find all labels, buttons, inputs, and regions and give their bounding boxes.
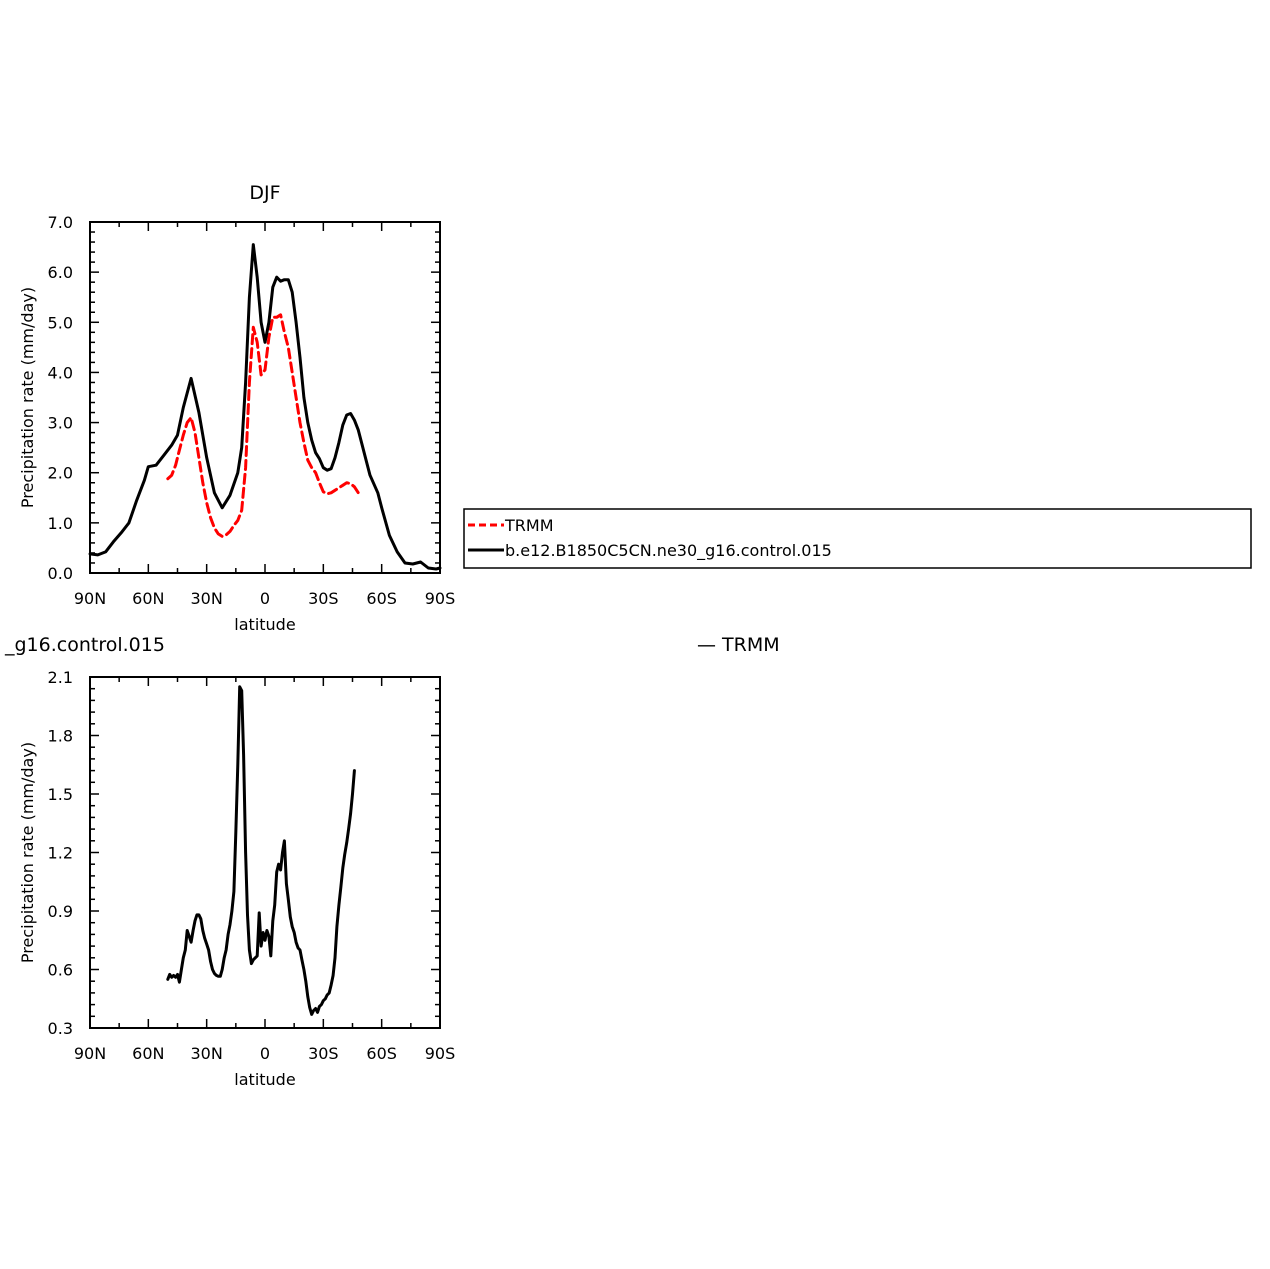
chart-title: _g16.control.015 (4, 634, 165, 656)
y-tick-label: 0.6 (48, 961, 73, 980)
x-tick-label: 60N (132, 589, 164, 608)
x-tick-label: 30S (308, 589, 339, 608)
plot-frame (89, 221, 441, 574)
x-tick-label: 90N (74, 589, 106, 608)
x-tick-label: 30N (191, 1044, 223, 1063)
legend-entry-1: TRMM (504, 516, 554, 535)
plot-frame (89, 676, 441, 1029)
x-tick-label: 0 (260, 589, 270, 608)
y-tick-label: 0.9 (48, 902, 73, 921)
x-axis-label: latitude (234, 1070, 295, 1089)
series-line-2 (88, 243, 442, 571)
y-tick-label: 1.8 (48, 727, 73, 746)
chart-title-right: — TRMM (697, 634, 780, 656)
x-tick-label: 60S (366, 1044, 397, 1063)
y-tick-label: 2.0 (48, 464, 73, 483)
chart-title: DJF (249, 182, 280, 204)
legend-box (463, 508, 1252, 569)
y-tick-label: 1.5 (48, 785, 73, 804)
x-tick-label: 0 (260, 1044, 270, 1063)
y-tick-label: 5.0 (48, 313, 73, 332)
x-tick-label: 30N (191, 589, 223, 608)
y-tick-label: 6.0 (48, 263, 73, 282)
y-tick-label: 0.3 (48, 1019, 73, 1038)
y-tick-label: 3.0 (48, 414, 73, 433)
y-tick-label: 0.0 (48, 564, 73, 583)
y-tick-label: 7.0 (48, 213, 73, 232)
y-tick-label: 4.0 (48, 363, 73, 382)
x-tick-label: 90S (425, 1044, 456, 1063)
x-tick-label: 60S (366, 589, 397, 608)
y-tick-label: 1.0 (48, 514, 73, 533)
x-axis-label: latitude (234, 615, 295, 634)
legend-entry-2: b.e12.B1850C5CN.ne30_g16.control.015 (505, 541, 832, 561)
series-line-1 (166, 685, 356, 1016)
y-tick-label: 2.1 (48, 668, 73, 687)
x-tick-label: 90N (74, 1044, 106, 1063)
y-tick-label: 1.2 (48, 844, 73, 863)
x-tick-label: 30S (308, 1044, 339, 1063)
series-line-1 (166, 313, 360, 538)
chart-2 (89, 676, 441, 1029)
y-axis-label: Precipitation rate (mm/day) (18, 742, 37, 963)
chart-1 (88, 221, 1252, 574)
x-tick-label: 60N (132, 1044, 164, 1063)
x-tick-label: 90S (425, 589, 456, 608)
y-axis-label: Precipitation rate (mm/day) (18, 287, 37, 508)
